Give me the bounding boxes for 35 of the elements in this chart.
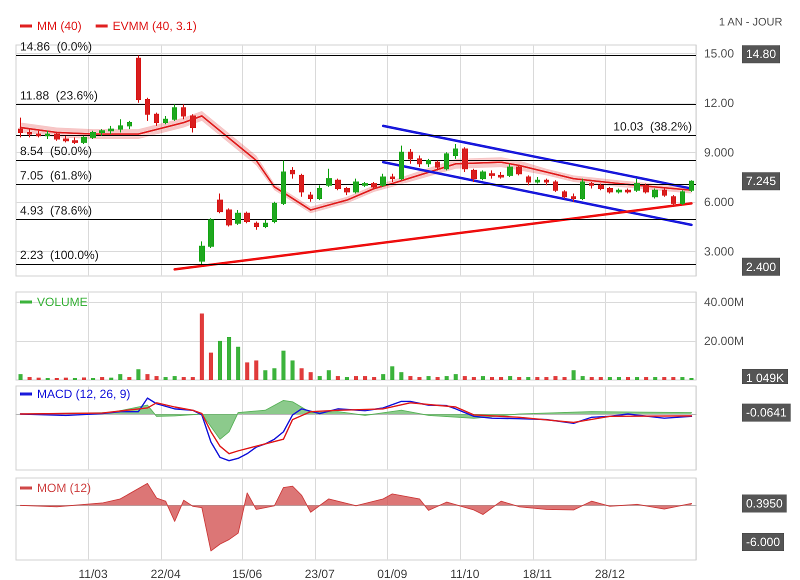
text: 1 049K [746, 370, 784, 385]
ref-line-label: 10.03 (38.2%) [613, 119, 692, 134]
y-tick-label: 12.00 [704, 96, 734, 110]
legend-label: MOM (12) [37, 481, 92, 495]
ref-line-label: 4.93 (78.6%) [20, 203, 92, 218]
ref-line-label: 8.54 (50.0%) [20, 144, 92, 158]
y-tick-label: 9.000 [704, 145, 734, 160]
y-tick-label: 6.000 [704, 194, 734, 209]
x-tick-label: 18/11 [522, 567, 552, 580]
x-tick-label: 11/03 [78, 567, 108, 580]
text: 7.245 [746, 174, 776, 188]
y-tick-label: 40.00M [704, 294, 744, 309]
ref-line-label: 11.88 (23.6%) [20, 88, 98, 103]
text: 0.3950 [746, 496, 784, 511]
text: 14.80 [746, 47, 776, 62]
x-tick-label: 28/12 [594, 567, 626, 580]
legend-label: MACD (12, 26, 9) [37, 387, 130, 401]
y-tick-label: 20.00M [704, 334, 744, 348]
y-tick-label: 15.00 [704, 46, 734, 60]
x-tick-label: 15/06 [232, 567, 263, 580]
y-tick-label: 3.000 [704, 244, 734, 258]
x-tick-label: 22/04 [150, 567, 181, 580]
x-tick-label: 23/07 [304, 567, 336, 580]
text: 1 AN - JOUR [718, 16, 782, 28]
legend-label: VOLUME [37, 295, 88, 309]
legend-label: EVMM (40, 3.1) [112, 19, 197, 33]
ref-line-label: 14.86 (0.0%) [20, 40, 92, 54]
x-tick-label: 01/09 [377, 567, 408, 580]
text: -6.000 [746, 534, 780, 549]
x-tick-label: 11/10 [450, 567, 480, 580]
ref-line-label: 7.05 (61.8%) [20, 168, 92, 182]
text: -0.0641 [746, 406, 788, 420]
legend-label: MM (40) [37, 19, 82, 33]
text: 2.400 [746, 260, 776, 274]
ref-line-label: 2.23 (100.0%) [20, 248, 99, 262]
